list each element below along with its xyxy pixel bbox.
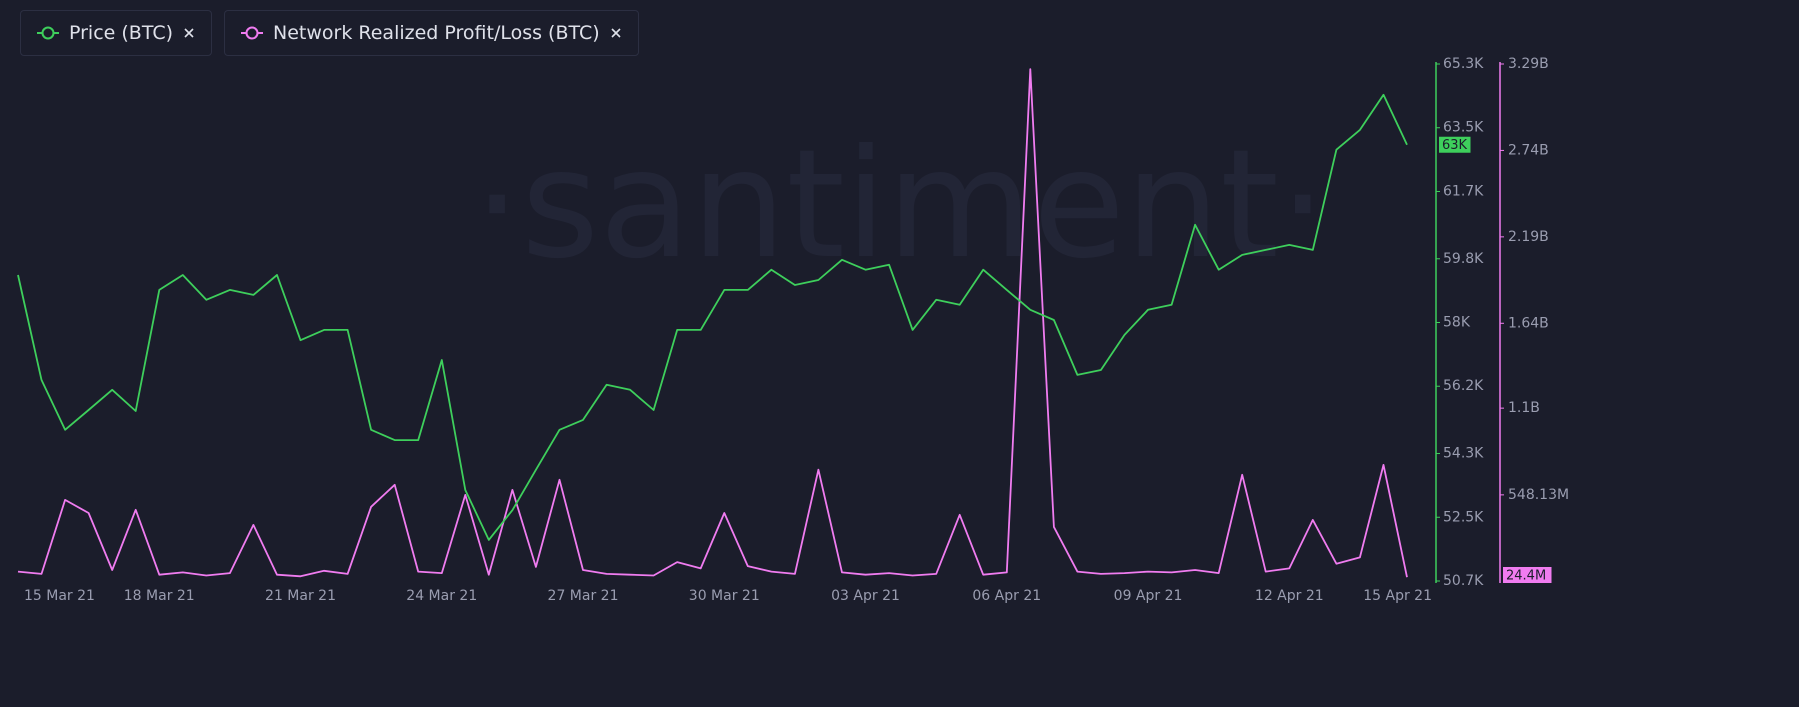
y-tick-label: 59.8K (1443, 251, 1484, 267)
x-tick-label: 21 Mar 21 (265, 588, 336, 604)
legend-icon (241, 26, 264, 40)
x-tick-label: 15 Mar 21 (24, 588, 95, 604)
watermark: ·santiment· (473, 118, 1326, 292)
x-tick-label: 27 Mar 21 (548, 588, 619, 604)
y-tick-label: 54.3K (1443, 446, 1484, 462)
legend-label: Price (BTC) (69, 22, 174, 44)
x-tick-label: 06 Apr 21 (972, 588, 1041, 604)
x-tick-label: 24 Mar 21 (406, 588, 477, 604)
y2-tick-label: 2.19B (1508, 229, 1549, 245)
x-tick-label: 15 Apr 21 (1363, 588, 1432, 604)
x-tick-label: 09 Apr 21 (1114, 588, 1183, 604)
legend-item[interactable]: Price (BTC) (20, 10, 213, 56)
last-value-label: 63K (1442, 138, 1468, 153)
last-value-badge (1503, 567, 1552, 583)
y2-tick-label: 2.74B (1508, 142, 1549, 158)
x-tick-label: 30 Mar 21 (689, 588, 760, 604)
last-value-label: 24.4M (1506, 569, 1546, 584)
y2-tick-label: 1.64B (1508, 315, 1549, 331)
close-icon[interactable] (183, 27, 195, 39)
y2-tick-label: 1.1B (1508, 400, 1540, 416)
y2-tick-label: 548.13M (1508, 487, 1569, 503)
legend-item[interactable]: Network Realized Profit/Loss (BTC) (224, 10, 639, 56)
series-line (17, 68, 1408, 578)
y2-tick-label: 3.29B (1508, 56, 1549, 72)
legend-icon (37, 26, 59, 40)
y-tick-label: 50.7K (1443, 573, 1484, 589)
y-tick-label: 52.5K (1443, 509, 1484, 525)
last-value-badge (1439, 136, 1471, 153)
x-tick-label: 12 Apr 21 (1255, 588, 1324, 604)
y-tick-label: 65.3K (1443, 56, 1484, 72)
y-tick-label: 63.5K (1443, 120, 1484, 136)
x-tick-label: 03 Apr 21 (831, 588, 900, 604)
y-tick-label: 58K (1443, 315, 1471, 331)
legend: Price (BTC) Network Realized Profit/Loss… (20, 10, 639, 56)
close-icon[interactable] (610, 27, 622, 39)
legend-label: Network Realized Profit/Loss (BTC) (273, 22, 600, 44)
series-line (17, 93, 1408, 541)
y-tick-label: 61.7K (1443, 183, 1484, 199)
y-tick-label: 56.2K (1443, 378, 1484, 394)
x-tick-label: 18 Mar 21 (124, 588, 195, 604)
